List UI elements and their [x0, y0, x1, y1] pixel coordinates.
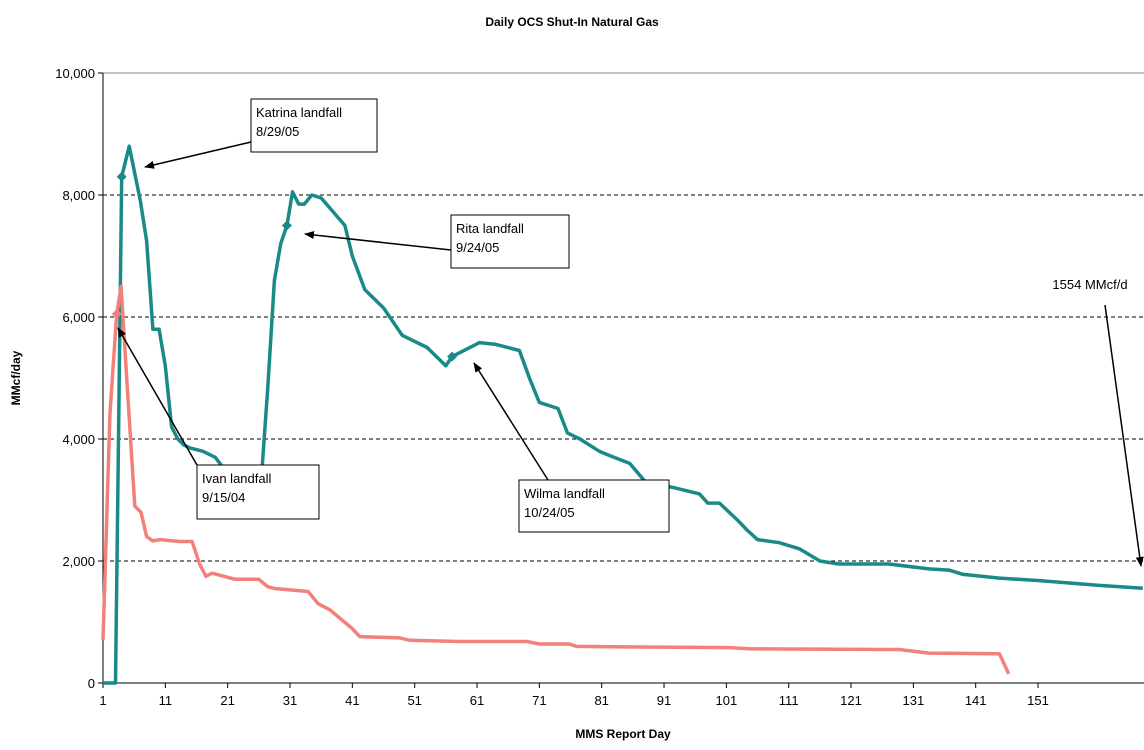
annotation-arrow	[144, 141, 252, 169]
y-tick-label: 4,000	[62, 432, 95, 447]
x-tick-label: 71	[532, 693, 546, 708]
series-line	[103, 144, 1143, 685]
x-axis-label: MMS Report Day	[575, 727, 671, 741]
annotation-text: Ivan landfall	[202, 471, 271, 486]
annotation-box	[518, 479, 670, 533]
annotation-text: 9/15/04	[202, 490, 245, 505]
x-tick-label: 141	[965, 693, 987, 708]
annotation-arrow	[1104, 304, 1144, 567]
x-tick-label: 131	[903, 693, 925, 708]
y-tick-label: 2,000	[62, 554, 95, 569]
x-tick-label: 111	[779, 693, 799, 708]
annotation-marker	[111, 308, 122, 319]
x-tick-label: 21	[220, 693, 234, 708]
annotation-marker	[281, 220, 292, 231]
annotation-box	[450, 214, 570, 269]
annotation-box	[196, 464, 320, 520]
y-tick-label: 8,000	[62, 188, 95, 203]
series-line	[101, 284, 1011, 675]
annotation-text: 9/24/05	[456, 240, 499, 255]
x-tick-label: 41	[345, 693, 359, 708]
annotation-arrow	[473, 362, 549, 481]
annotation-text: 10/24/05	[524, 505, 575, 520]
x-tick-label: 11	[159, 693, 173, 708]
annotation-arrow	[304, 231, 452, 251]
chart-title: Daily OCS Shut-In Natural Gas	[485, 15, 659, 29]
x-tick-label: 151	[1027, 693, 1049, 708]
annotation-text: Rita landfall	[456, 221, 524, 236]
annotation-text: 8/29/05	[256, 124, 299, 139]
x-tick-label: 1	[99, 693, 106, 708]
annotation-text: 1554 MMcf/d	[1052, 277, 1127, 292]
x-tick-label: 91	[657, 693, 671, 708]
y-tick-label: 10,000	[55, 66, 95, 81]
x-tick-label: 121	[840, 693, 862, 708]
annotation-marker	[447, 351, 458, 362]
annotation-marker	[116, 171, 127, 182]
y-tick-label: 0	[88, 676, 95, 691]
x-tick-label: 51	[407, 693, 421, 708]
annotation-text: Katrina landfall	[256, 105, 342, 120]
x-tick-label: 61	[470, 693, 484, 708]
annotation-text: Wilma landfall	[524, 486, 605, 501]
x-tick-label: 101	[716, 693, 738, 708]
annotation-arrow	[117, 327, 198, 466]
x-tick-label: 31	[283, 693, 297, 708]
x-tick-label: 81	[594, 693, 608, 708]
annotation-box	[250, 98, 378, 153]
y-tick-label: 6,000	[62, 310, 95, 325]
y-axis-label: MMcf/day	[9, 350, 23, 405]
